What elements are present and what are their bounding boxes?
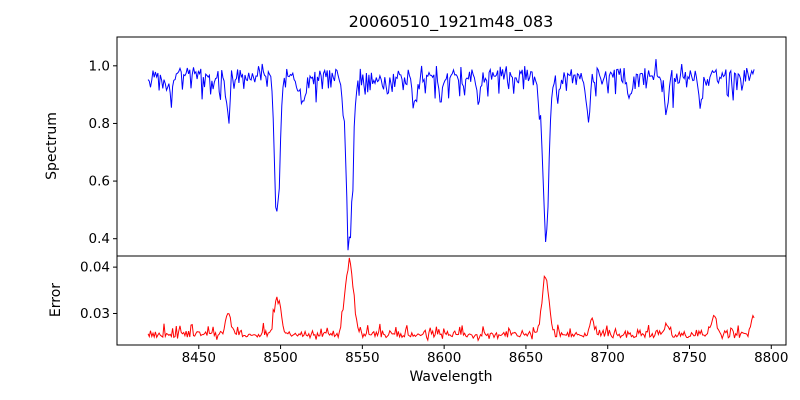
- x-tick-label: 8450: [182, 350, 216, 366]
- y-tick-label: 1.0: [89, 58, 110, 74]
- x-tick-label: 8600: [427, 350, 461, 366]
- y-tick-label: 0.8: [89, 116, 110, 132]
- x-tick-label: 8650: [509, 350, 543, 366]
- x-tick-label: 8750: [672, 350, 706, 366]
- x-tick-label: 8700: [591, 350, 625, 366]
- y-axis-label-error: Error: [48, 283, 64, 317]
- y-tick-label: 0.4: [89, 231, 110, 247]
- spectrum-line: [147, 59, 755, 251]
- y-tick-label: 0.03: [80, 306, 110, 322]
- plot-root: 0.4 0.6 0.8 1.0 0.03 0.04 8450 8500 8550 8600 8650…: [80, 36, 788, 366]
- x-tick-label: 8800: [754, 350, 788, 366]
- spectrum-panel-border: [116, 36, 787, 257]
- x-tick-label: 8550: [345, 350, 379, 366]
- error-line: [147, 257, 755, 342]
- y-tick-label: 0.6: [89, 174, 110, 190]
- y-axis-label-spectrum: Spectrum: [44, 112, 60, 180]
- y-tick-label: 0.04: [80, 260, 110, 276]
- x-tick-label: 8500: [263, 350, 297, 366]
- error-panel-border: [116, 255, 787, 346]
- x-axis-label: Wavelength: [409, 369, 492, 385]
- chart-title: 20060510_1921m48_083: [349, 12, 554, 32]
